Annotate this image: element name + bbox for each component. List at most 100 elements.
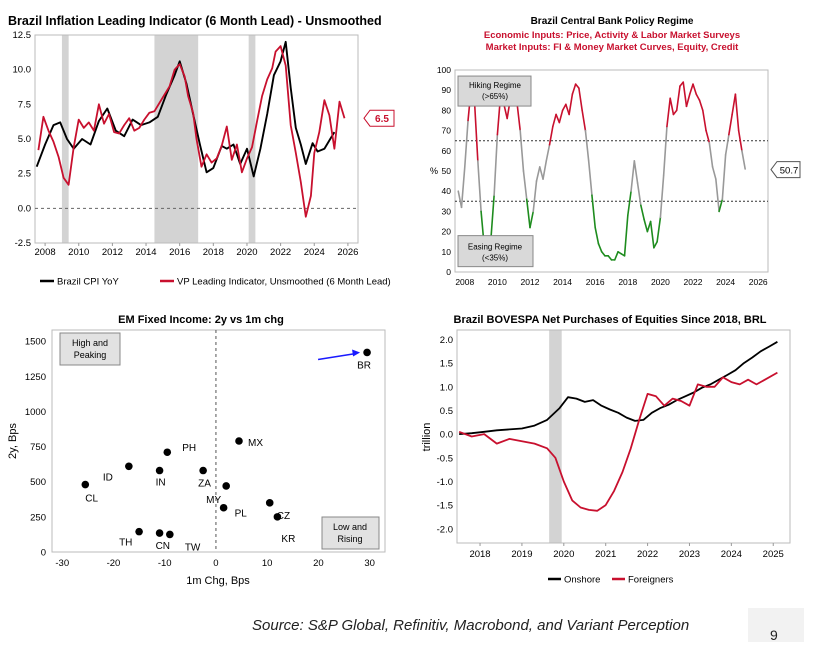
x-tick-label: 2026 [749,277,768,287]
y-tick-label: 2.5 [18,169,31,180]
x-tick-label: 2018 [469,549,490,560]
y-tick-label: -2.5 [15,238,31,249]
x-tick-label: 2014 [553,277,572,287]
chart-subtitle: Market Inputs: FI & Money Market Curves,… [486,42,740,53]
regime-line-segment [600,251,606,257]
chart-title: EM Fixed Income: 2y vs 1m chg [118,314,284,326]
regime-line-segment [715,178,720,213]
regime-line-segment [613,251,619,261]
regime-line-segment [477,160,482,213]
point-in [155,466,164,475]
point-ph [163,448,172,457]
highlight-arrow [317,352,357,361]
point-za [199,466,207,475]
point-label-za: ZA [198,479,211,490]
x-tick-label: -10 [158,558,172,569]
x-tick-label: 2019 [511,549,532,560]
regime-line-segment [552,113,557,128]
point-label-tw: TW [185,542,201,553]
x-tick-label: 2025 [763,549,784,560]
regime-line-segment [574,83,580,89]
x-tick-label: 2008 [35,247,56,258]
page-number-box: 9 [748,608,804,643]
quadrant-box-high [59,332,121,366]
point-cn [155,529,164,537]
y-tick-label: 10.0 [13,65,32,76]
regime-line-segment [522,170,528,201]
point-label-kr: KR [281,534,295,545]
y-tick-label: 5.0 [18,134,31,145]
regime-line-segment [695,93,701,102]
point-cl [81,480,90,489]
chart-title: Brazil BOVESPA Net Purchases of Equities… [454,314,767,326]
x-tick-label: 2024 [304,247,325,258]
point-label-ph: PH [182,443,196,454]
regime-line-segment [718,198,724,213]
regime-line-segment [669,97,675,116]
point-label-cl: CL [85,494,98,505]
regime-line-segment [535,166,541,182]
regime-line-segment [594,226,600,245]
series-line-onshore [459,341,778,435]
quadrant-label-low: Low and [333,522,367,532]
x-tick-label: 2022 [684,277,703,287]
legend-label-foreigners: Foreigners [628,575,674,586]
regime-line-segment [565,103,570,116]
y-axis-label: trillion [421,423,433,452]
series-line-vp [37,45,346,218]
regime-line-segment [545,143,551,162]
y-tick-label: -2.0 [437,524,453,535]
highlight-arrow-head [352,349,361,357]
x-tick-label: -20 [107,558,121,569]
point-kr [273,513,282,521]
y-tick-label: -1.0 [437,477,453,488]
page-number: 9 [770,627,778,643]
regime-line-segment [623,214,629,257]
regime-line-segment [705,129,711,144]
regime-line-segment [490,194,495,241]
regime-line-segment [741,150,746,170]
y-tick-label: 12.5 [13,30,32,41]
x-tick-label: 2020 [236,247,257,258]
regime-line-segment [711,166,717,180]
chart-title: Brazil Inflation Leading Indicator (6 Mo… [8,14,382,28]
plot-frame [51,329,386,553]
callout-label: 50.7 [780,166,799,177]
chart-title: Brazil Central Bank Policy Regime [531,16,694,27]
regime-line-segment [532,180,538,213]
recession-band [549,330,562,543]
chart-subtitle: Economic Inputs: Price, Activity & Labor… [484,30,740,41]
point-label-in: IN [156,478,166,489]
x-tick-label: -30 [55,558,69,569]
x-tick-label: 2023 [679,549,700,560]
regime-line-segment [708,141,714,168]
panel-em-fixed-income: EM Fixed Income: 2y vs 1m chg 0 250 500 750 1… [7,314,386,587]
regime-line-segment [460,166,466,209]
x-tick-label: 2010 [68,247,89,258]
y-tick-label: 1.5 [440,359,453,370]
regime-line-segment [692,83,698,96]
regime-line-segment [640,204,645,221]
point-label-br: BR [357,360,371,371]
regime-line-segment [591,194,596,229]
y-axis-label: % [430,166,438,176]
x-tick-label: 30 [364,558,375,569]
y-tick-label: 90 [442,85,452,95]
y-tick-label: 0.0 [440,430,453,441]
point-mx [235,437,243,445]
x-tick-label: 2012 [102,247,123,258]
regime-line-segment [571,83,577,96]
regime-line-segment [538,166,544,180]
regime-line-segment [643,218,649,233]
y-tick-label: 1000 [25,407,46,418]
regime-line-segment [529,210,535,229]
x-axis-label: 1m Chg, Bps [186,575,250,587]
y-tick-label: 70 [442,126,452,136]
y-tick-label: 750 [30,442,46,453]
y-tick-label: 20 [442,227,452,237]
regime-line-segment [597,242,603,253]
x-tick-label: 2022 [270,247,291,258]
point-label-cz: CZ [277,511,290,522]
regime-line-segment [607,255,613,261]
